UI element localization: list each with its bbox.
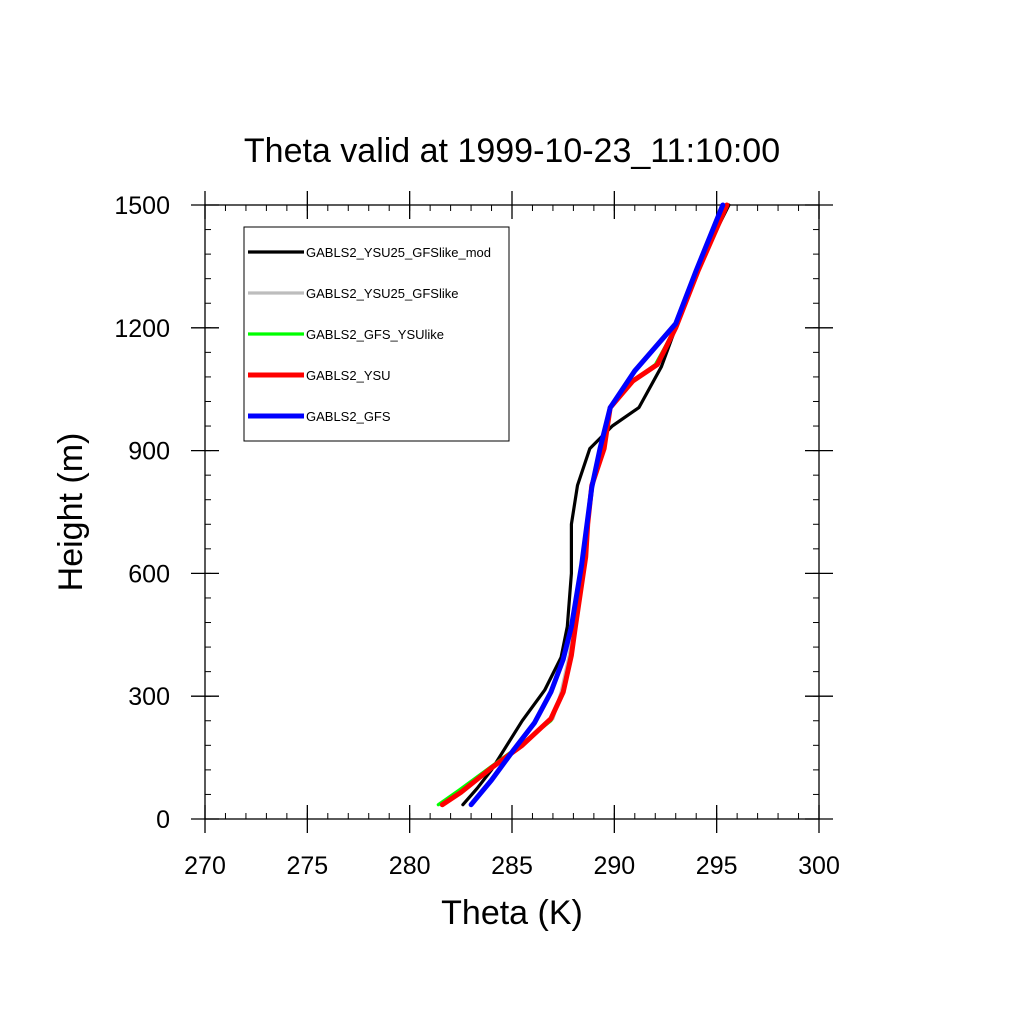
plot-area: 270 275 280 285 290 295 300 0 300 600 900 1200 1500 G… bbox=[114, 191, 840, 880]
legend-label: GABLS2_GFS_YSUlike bbox=[306, 327, 444, 342]
legend-label: GABLS2_YSU25_GFSlike_mod bbox=[306, 245, 491, 260]
y-tick-label: 1200 bbox=[114, 315, 170, 343]
legend: GABLS2_YSU25_GFSlike_mod GABLS2_YSU25_GFS… bbox=[243, 226, 510, 442]
x-tick-label: 290 bbox=[593, 852, 635, 880]
legend-label: GABLS2_YSU25_GFSlike bbox=[306, 286, 458, 301]
x-tick-label: 270 bbox=[184, 852, 226, 880]
x-axis-label: Theta (K) bbox=[441, 894, 583, 932]
series-line bbox=[468, 202, 726, 808]
x-tick-label: 295 bbox=[696, 852, 738, 880]
y-tick-label: 0 bbox=[156, 806, 170, 834]
chart-title: Theta valid at 1999-10-23_11:10:00 bbox=[244, 132, 780, 170]
x-tick-label: 300 bbox=[798, 852, 840, 880]
legend-label: GABLS2_GFS bbox=[306, 409, 391, 424]
y-axis-label: Height (m) bbox=[52, 433, 90, 592]
x-tick-label: 285 bbox=[491, 852, 533, 880]
x-tick-label: 280 bbox=[389, 852, 431, 880]
y-tick-label: 900 bbox=[128, 438, 170, 466]
legend-label: GABLS2_YSU bbox=[306, 368, 391, 383]
y-tick-label: 300 bbox=[128, 683, 170, 711]
y-tick-label: 600 bbox=[128, 560, 170, 588]
x-tick-label: 275 bbox=[286, 852, 328, 880]
y-tick-label: 1500 bbox=[114, 192, 170, 220]
series-line bbox=[461, 203, 731, 807]
